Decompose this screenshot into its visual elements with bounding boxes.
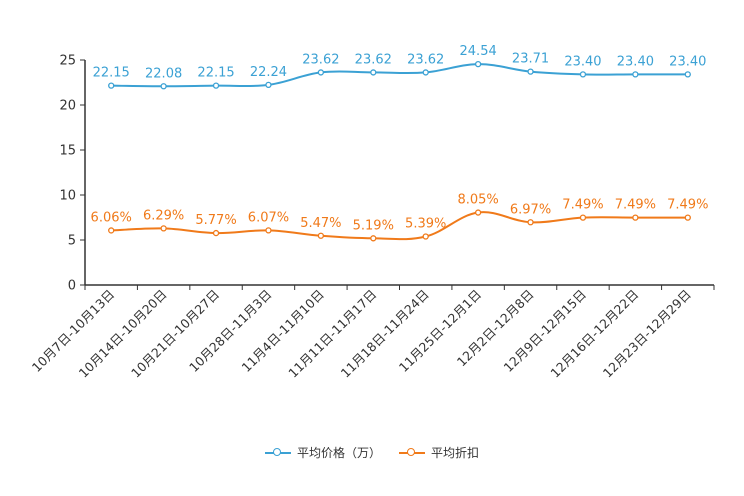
data-label: 22.24 (250, 65, 287, 80)
data-point[interactable] (212, 229, 220, 237)
data-label: 5.47% (300, 216, 341, 231)
data-point[interactable] (422, 69, 429, 76)
data-point[interactable] (265, 227, 272, 234)
data-point[interactable] (527, 68, 534, 75)
data-label: 23.71 (512, 52, 549, 67)
x-tick-label: 10月21日-10月27日 (128, 287, 222, 381)
series-line-1 (111, 211, 688, 241)
data-label: 23.40 (669, 54, 706, 69)
data-label: 5.19% (353, 218, 394, 233)
series-line-0 (111, 63, 688, 88)
data-point[interactable] (474, 60, 482, 68)
data-label: 23.62 (407, 52, 444, 67)
legend-item-discount[interactable]: 平均折扣 (399, 444, 479, 461)
data-point[interactable] (684, 71, 691, 78)
y-tick-label: 25 (59, 54, 76, 69)
data-point[interactable] (108, 82, 115, 89)
data-point[interactable] (108, 227, 115, 234)
data-point[interactable] (579, 214, 587, 221)
x-tick-label: 11月18日-11月24日 (338, 287, 432, 381)
legend: 平均价格（万） 平均折扣 (0, 444, 744, 461)
data-point[interactable] (265, 81, 272, 88)
data-point[interactable] (474, 209, 482, 216)
data-point[interactable] (370, 235, 377, 242)
data-point[interactable] (160, 83, 167, 90)
legend-marker-discount-icon (399, 447, 425, 459)
data-point[interactable] (632, 71, 639, 78)
legend-marker-price-icon (264, 447, 291, 459)
data-point[interactable] (579, 71, 587, 78)
x-tick-label: 10月14日-10月20日 (76, 287, 170, 381)
data-point[interactable] (422, 233, 429, 240)
data-label: 23.62 (355, 52, 392, 67)
legend-item-price[interactable]: 平均价格（万） (264, 444, 381, 461)
data-label: 23.40 (564, 54, 601, 69)
data-label: 6.29% (143, 208, 184, 223)
data-label: 7.49% (615, 198, 656, 213)
data-point[interactable] (527, 219, 534, 226)
y-tick-label: 10 (59, 189, 76, 204)
x-tick-label: 12月23日-12月29日 (600, 287, 694, 381)
x-tick-label: 11月11日-11月17日 (285, 287, 379, 381)
data-point[interactable] (370, 69, 377, 76)
data-label: 7.49% (667, 198, 708, 213)
legend-label-price: 平均价格（万） (296, 446, 381, 460)
data-label: 5.77% (195, 213, 236, 228)
data-label: 7.49% (562, 198, 603, 213)
data-label: 6.07% (248, 210, 289, 225)
data-point[interactable] (160, 225, 167, 232)
data-label: 22.08 (145, 66, 182, 81)
data-point[interactable] (317, 232, 325, 239)
data-label: 22.15 (93, 66, 130, 81)
data-label: 6.97% (510, 202, 551, 217)
y-tick-label: 15 (59, 144, 76, 159)
data-point[interactable] (212, 82, 220, 89)
data-label: 24.54 (460, 44, 497, 59)
x-tick-label: 12月16日-12月22日 (547, 287, 641, 381)
y-tick-label: 0 (68, 279, 76, 294)
data-point[interactable] (632, 214, 639, 221)
data-label: 23.62 (302, 52, 339, 67)
data-label: 6.06% (91, 210, 132, 225)
data-label: 8.05% (457, 193, 498, 208)
data-point[interactable] (317, 69, 325, 76)
data-label: 22.15 (197, 66, 234, 81)
y-tick-label: 20 (59, 99, 76, 114)
data-label: 23.40 (617, 54, 654, 69)
legend-label-discount: 平均折扣 (431, 446, 480, 460)
data-point[interactable] (684, 214, 691, 221)
y-tick-label: 5 (68, 234, 76, 249)
data-label: 5.39% (405, 216, 446, 231)
